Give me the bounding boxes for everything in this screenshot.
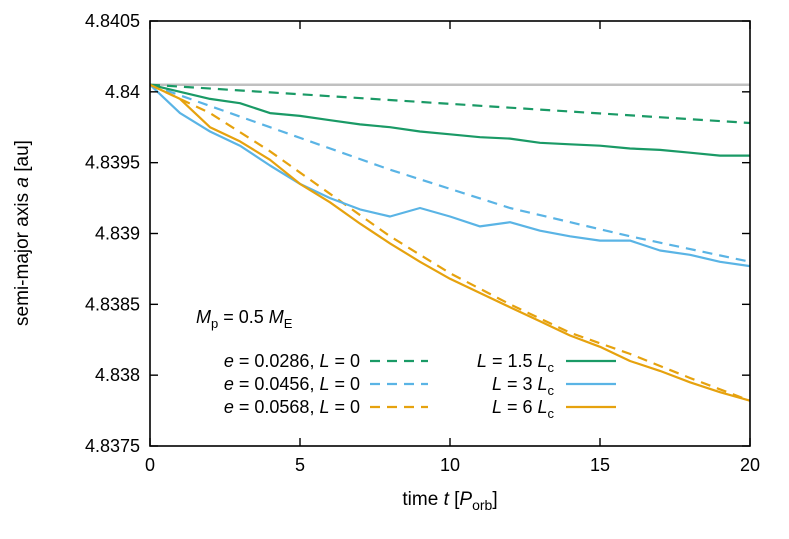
y-tick-label-5: 4.84 (105, 82, 140, 102)
x-tick-label-4: 20 (740, 455, 760, 475)
legend-label-e0456: e = 0.0456, L = 0 (224, 374, 360, 394)
legend-label-e0568: e = 0.0568, L = 0 (224, 397, 360, 417)
y-tick-label-1: 4.838 (95, 365, 140, 385)
legend-label-l3: L = 3 Lc (492, 374, 555, 398)
legend-label-e0286: e = 0.0286, L = 0 (224, 351, 360, 371)
series-line-4 (149, 83, 751, 268)
y-tick-label-3: 4.839 (95, 224, 140, 244)
y-tick-label-4: 4.8395 (85, 153, 140, 173)
x-axis-label: time t [Porb] (402, 489, 497, 513)
legend-label-l15: L = 1.5 Lc (477, 351, 555, 375)
series-line-1 (149, 83, 751, 263)
y-tick-label-0: 4.8375 (85, 436, 140, 456)
series-layer (149, 83, 751, 402)
y-tick-label-2: 4.8385 (85, 294, 140, 314)
y-tick-label-6: 4.8405 (85, 11, 140, 31)
legend: e = 0.0286, L = 0 e = 0.0456, L = 0 e = … (224, 351, 616, 421)
x-tick-label-1: 5 (295, 455, 305, 475)
series-line-5 (149, 83, 751, 402)
planet-mass-annotation: Mp = 0.5 ME (196, 307, 293, 331)
y-axis-label: semi-major axis a [au] (12, 140, 33, 326)
x-tick-label-0: 0 (145, 455, 155, 475)
x-tick-label-3: 15 (590, 455, 610, 475)
series-line-0 (149, 83, 751, 125)
legend-label-l6: L = 6 Lc (492, 397, 555, 421)
x-tick-label-2: 10 (440, 455, 460, 475)
ticks-layer: 0 5 10 15 20 4.8375 4.838 4.8385 4.839 4.8395 4.84… (85, 11, 760, 475)
plot-area (150, 21, 750, 446)
series-line-3 (149, 83, 750, 157)
